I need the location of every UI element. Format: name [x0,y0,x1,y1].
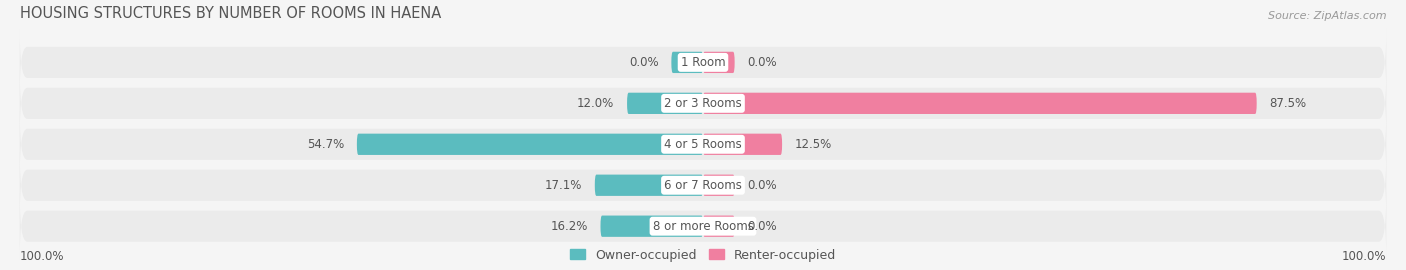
FancyBboxPatch shape [703,93,1257,114]
Text: 0.0%: 0.0% [748,179,778,192]
Text: Source: ZipAtlas.com: Source: ZipAtlas.com [1268,11,1386,21]
Text: 2 or 3 Rooms: 2 or 3 Rooms [664,97,742,110]
Text: 100.0%: 100.0% [20,250,65,263]
Text: 0.0%: 0.0% [748,56,778,69]
Text: 0.0%: 0.0% [748,220,778,233]
FancyBboxPatch shape [20,70,1386,137]
FancyBboxPatch shape [20,193,1386,260]
Text: HOUSING STRUCTURES BY NUMBER OF ROOMS IN HAENA: HOUSING STRUCTURES BY NUMBER OF ROOMS IN… [20,6,441,21]
Text: 0.0%: 0.0% [628,56,658,69]
FancyBboxPatch shape [20,29,1386,96]
FancyBboxPatch shape [671,52,703,73]
Text: 8 or more Rooms: 8 or more Rooms [652,220,754,233]
FancyBboxPatch shape [703,175,735,196]
FancyBboxPatch shape [20,152,1386,219]
Text: 17.1%: 17.1% [544,179,582,192]
Legend: Owner-occupied, Renter-occupied: Owner-occupied, Renter-occupied [569,249,837,262]
Text: 12.5%: 12.5% [794,138,832,151]
Text: 12.0%: 12.0% [576,97,614,110]
FancyBboxPatch shape [20,111,1386,178]
Text: 16.2%: 16.2% [551,220,588,233]
Text: 6 or 7 Rooms: 6 or 7 Rooms [664,179,742,192]
Text: 87.5%: 87.5% [1270,97,1306,110]
Text: 100.0%: 100.0% [1341,250,1386,263]
FancyBboxPatch shape [627,93,703,114]
Text: 54.7%: 54.7% [307,138,344,151]
Text: 1 Room: 1 Room [681,56,725,69]
FancyBboxPatch shape [703,52,735,73]
FancyBboxPatch shape [357,134,703,155]
Text: 4 or 5 Rooms: 4 or 5 Rooms [664,138,742,151]
FancyBboxPatch shape [703,215,735,237]
FancyBboxPatch shape [595,175,703,196]
FancyBboxPatch shape [600,215,703,237]
FancyBboxPatch shape [703,134,782,155]
